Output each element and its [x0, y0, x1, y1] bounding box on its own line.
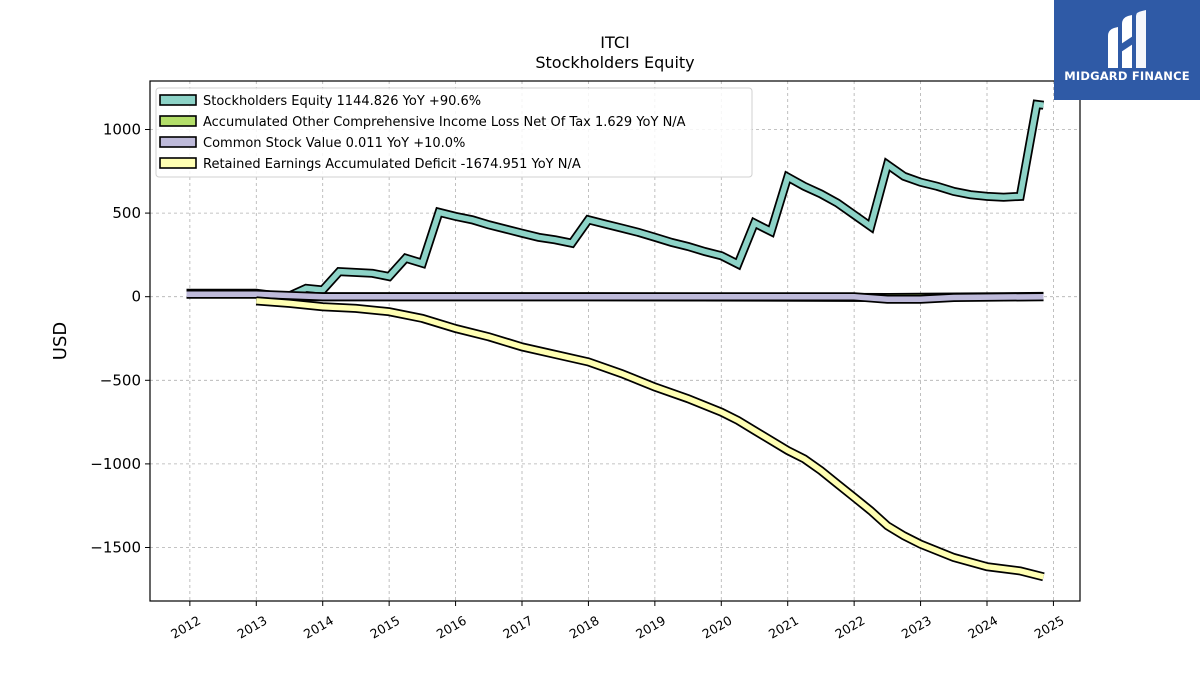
y-tick-label: 1000 [103, 120, 141, 138]
y-tick-label: 500 [112, 204, 141, 222]
x-tick-label: 2012 [168, 613, 203, 642]
x-tick-label: 2016 [434, 613, 469, 642]
legend-swatch [159, 157, 197, 169]
chart-title: ITCI [600, 33, 629, 52]
legend-label: Stockholders Equity 1144.826 YoY +90.6% [203, 94, 481, 109]
legend: Stockholders Equity 1144.826 YoY +90.6% A… [155, 87, 753, 178]
series-lines [186, 99, 1045, 582]
x-tick-label: 2021 [766, 613, 801, 642]
chart-subtitle: Stockholders Equity [535, 53, 694, 72]
series-2 [186, 289, 1044, 304]
series-line [186, 101, 1044, 299]
legend-label: Retained Earnings Accumulated Deficit -1… [203, 157, 581, 172]
midgard-logo-icon [1108, 10, 1146, 68]
y-tick-label: −1000 [90, 455, 141, 473]
legend-box [155, 87, 753, 178]
x-tick-label: 2018 [567, 613, 602, 642]
legend-label: Accumulated Other Comprehensive Income L… [203, 115, 686, 130]
series-3 [255, 296, 1045, 582]
y-axis: 1000 500 0 −500 −1000 −1500 [90, 120, 150, 556]
x-tick-label: 2025 [1032, 613, 1067, 642]
x-tick-label: 2023 [899, 613, 934, 642]
y-tick-label: −500 [100, 371, 141, 389]
plot-frame [149, 80, 1081, 602]
series-line-outline [255, 296, 1045, 582]
legend-label: Common Stock Value 0.011 YoY +10.0% [203, 136, 465, 151]
legend-swatch [159, 115, 197, 127]
series-line [256, 298, 1045, 580]
y-tick-label: 0 [131, 288, 141, 306]
x-tick-label: 2013 [235, 613, 270, 642]
x-tick-label: 2024 [965, 613, 1000, 642]
brand-name: MIDGARD FINANCE [1064, 69, 1190, 83]
y-axis-label: USD [50, 322, 71, 360]
x-tick-label: 2014 [301, 613, 336, 642]
legend-swatch [159, 94, 197, 106]
x-tick-label: 2015 [367, 613, 402, 642]
series-0 [186, 99, 1045, 301]
x-tick-label: 2020 [700, 613, 735, 642]
x-tick-label: 2022 [832, 613, 867, 642]
series-line [186, 291, 1044, 302]
x-tick-label: 2019 [633, 613, 668, 642]
y-tick-label: −1500 [90, 538, 141, 556]
brand-logo: MIDGARD FINANCE [1054, 0, 1200, 100]
x-tick-label: 2017 [500, 613, 535, 642]
x-axis: 2012 2013 2014 2015 2016 2017 2018 2019 2020 2021… [168, 601, 1067, 642]
legend-swatch [159, 136, 197, 148]
